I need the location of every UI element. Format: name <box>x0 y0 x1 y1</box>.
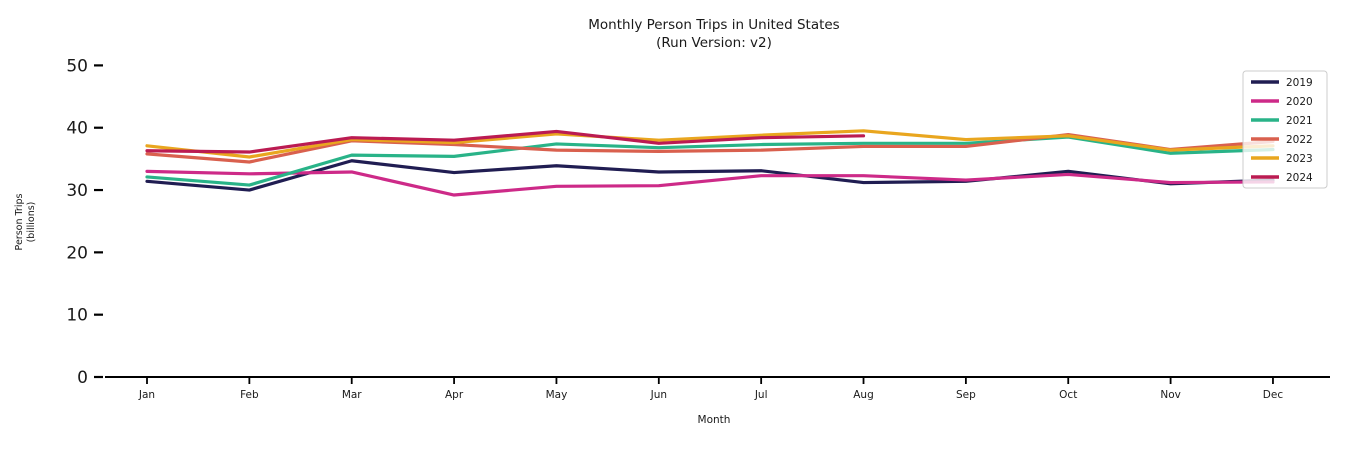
x-tick-label: May <box>546 389 568 401</box>
legend-label-2020: 2020 <box>1286 96 1313 108</box>
legend-label-2024: 2024 <box>1286 172 1313 184</box>
plot-area: 0 10 20 30 40 50 Jan Feb Mar Apr May Jun Jul Aug Sep Oc… <box>66 56 1330 401</box>
legend-label-2019: 2019 <box>1286 77 1313 89</box>
x-tick-label: Aug <box>853 389 874 401</box>
x-tick-label: Sep <box>956 389 976 401</box>
legend-label-2022: 2022 <box>1286 134 1313 146</box>
legend-label-2023: 2023 <box>1286 153 1313 165</box>
y-axis-label-line1: Person Trips <box>14 194 25 251</box>
y-tick-label: 0 <box>77 368 88 388</box>
y-tick-label: 10 <box>66 306 88 326</box>
x-tick-label: Jan <box>138 389 155 401</box>
y-tick-label: 50 <box>66 56 88 76</box>
x-tick-label: Mar <box>342 389 362 401</box>
y-axis-label: Person Trips (billions) <box>14 194 37 251</box>
series-line-2019 <box>145 159 1275 192</box>
y-tick-label: 40 <box>66 119 88 139</box>
x-tick-label: Jul <box>754 389 768 401</box>
y-tick-label: 20 <box>66 243 88 263</box>
series-line-2020 <box>145 169 1275 197</box>
chart-title-line2: (Run Version: v2) <box>656 35 772 51</box>
x-tick-label: Feb <box>240 389 259 401</box>
legend-box <box>1242 70 1328 189</box>
series-line-2023 <box>145 129 1275 159</box>
x-tick-label: Oct <box>1059 389 1077 401</box>
x-tick-label: Nov <box>1160 389 1181 401</box>
y-tick-label: 30 <box>66 181 88 201</box>
x-tick-label: Jun <box>650 389 667 401</box>
x-tick-label: Apr <box>445 389 464 401</box>
y-axis-label-line2: (billions) <box>26 202 37 243</box>
x-axis-label: Month <box>698 414 731 426</box>
x-tick-label: Dec <box>1263 389 1284 401</box>
series-line-2024 <box>145 129 866 154</box>
legend-label-2021: 2021 <box>1286 115 1313 127</box>
chart-title-line1: Monthly Person Trips in United States <box>588 17 839 33</box>
